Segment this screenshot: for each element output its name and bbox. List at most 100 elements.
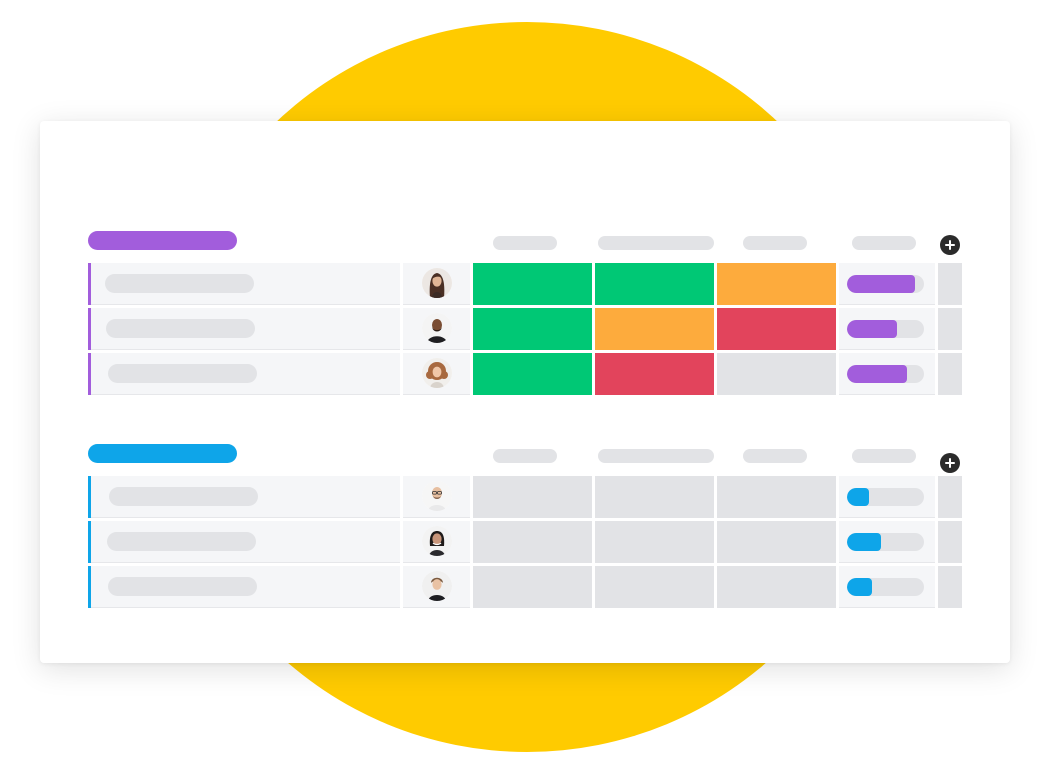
status-cell[interactable]	[473, 308, 592, 350]
person-cell[interactable]	[403, 476, 470, 518]
progress-cell[interactable]	[839, 308, 935, 350]
item-name-placeholder	[108, 364, 257, 383]
plus-circle-icon[interactable]	[940, 235, 960, 255]
group-header	[88, 444, 962, 476]
person-cell[interactable]	[403, 263, 470, 305]
avatar	[422, 268, 452, 298]
column-header-placeholder[interactable]	[852, 449, 916, 463]
item-name-placeholder	[109, 487, 258, 506]
progress-fill	[847, 578, 872, 596]
column-header-placeholder[interactable]	[598, 449, 714, 463]
group-title-placeholder[interactable]	[88, 444, 237, 463]
extra-cell[interactable]	[938, 476, 962, 518]
progress-cell[interactable]	[839, 263, 935, 305]
table-row[interactable]	[88, 308, 962, 350]
item-name-placeholder	[105, 274, 254, 293]
progress-bar	[847, 533, 924, 551]
extra-cell[interactable]	[938, 521, 962, 563]
column-header-placeholder[interactable]	[743, 449, 807, 463]
extra-cell[interactable]	[938, 353, 962, 395]
extra-cell[interactable]	[938, 308, 962, 350]
person-bald-glasses-icon	[422, 481, 452, 511]
row-color-bar	[88, 263, 91, 305]
status-cell[interactable]	[595, 521, 714, 563]
status-cell[interactable]	[473, 521, 592, 563]
group-rows	[88, 263, 962, 395]
status-cell[interactable]	[717, 263, 836, 305]
column-header-placeholder[interactable]	[852, 236, 916, 250]
row-color-bar	[88, 476, 91, 518]
row-color-bar	[88, 521, 91, 563]
avatar	[422, 571, 452, 601]
avatar	[422, 313, 452, 343]
status-cell[interactable]	[717, 353, 836, 395]
group-title-placeholder[interactable]	[88, 231, 237, 250]
extra-cell[interactable]	[938, 566, 962, 608]
table-row[interactable]	[88, 476, 962, 518]
item-name-cell[interactable]	[91, 263, 400, 305]
status-cell[interactable]	[717, 476, 836, 518]
avatar	[422, 358, 452, 388]
group-purple	[88, 231, 962, 398]
avatar	[422, 526, 452, 556]
table-row[interactable]	[88, 263, 962, 305]
progress-fill	[847, 365, 908, 383]
row-color-bar	[88, 353, 91, 395]
person-curly-hair-icon	[422, 358, 452, 388]
item-name-placeholder	[107, 532, 256, 551]
row-color-bar	[88, 308, 91, 350]
group-rows	[88, 476, 962, 608]
progress-cell[interactable]	[839, 476, 935, 518]
progress-cell[interactable]	[839, 566, 935, 608]
status-cell[interactable]	[717, 521, 836, 563]
progress-cell[interactable]	[839, 521, 935, 563]
person-cell[interactable]	[403, 308, 470, 350]
status-cell[interactable]	[595, 476, 714, 518]
item-name-cell[interactable]	[91, 476, 400, 518]
progress-fill	[847, 320, 898, 338]
progress-bar	[847, 578, 924, 596]
person-cell[interactable]	[403, 353, 470, 395]
person-short-hair-icon	[422, 571, 452, 601]
status-cell[interactable]	[595, 308, 714, 350]
progress-cell[interactable]	[839, 353, 935, 395]
item-name-placeholder	[106, 319, 255, 338]
plus-circle-icon[interactable]	[940, 453, 960, 473]
column-header-placeholder[interactable]	[743, 236, 807, 250]
column-header-placeholder[interactable]	[493, 449, 557, 463]
progress-bar	[847, 320, 924, 338]
status-cell[interactable]	[717, 308, 836, 350]
status-cell[interactable]	[473, 476, 592, 518]
person-bald-beard-icon	[422, 313, 452, 343]
column-header-placeholder[interactable]	[598, 236, 714, 250]
progress-fill	[847, 488, 869, 506]
status-cell[interactable]	[595, 566, 714, 608]
person-cell[interactable]	[403, 521, 470, 563]
board-card	[40, 121, 1010, 663]
status-cell[interactable]	[473, 566, 592, 608]
person-dark-hair-icon	[422, 526, 452, 556]
item-name-placeholder	[108, 577, 257, 596]
status-cell[interactable]	[473, 263, 592, 305]
item-name-cell[interactable]	[91, 353, 400, 395]
avatar	[422, 481, 452, 511]
person-cell[interactable]	[403, 566, 470, 608]
status-cell[interactable]	[473, 353, 592, 395]
progress-bar	[847, 488, 924, 506]
table-row[interactable]	[88, 566, 962, 608]
group-blue	[88, 444, 962, 611]
row-color-bar	[88, 566, 91, 608]
progress-bar	[847, 275, 924, 293]
table-row[interactable]	[88, 353, 962, 395]
item-name-cell[interactable]	[91, 566, 400, 608]
item-name-cell[interactable]	[91, 521, 400, 563]
column-header-placeholder[interactable]	[493, 236, 557, 250]
status-cell[interactable]	[717, 566, 836, 608]
status-cell[interactable]	[595, 263, 714, 305]
item-name-cell[interactable]	[91, 308, 400, 350]
extra-cell[interactable]	[938, 263, 962, 305]
status-cell[interactable]	[595, 353, 714, 395]
table-row[interactable]	[88, 521, 962, 563]
progress-fill	[847, 533, 881, 551]
